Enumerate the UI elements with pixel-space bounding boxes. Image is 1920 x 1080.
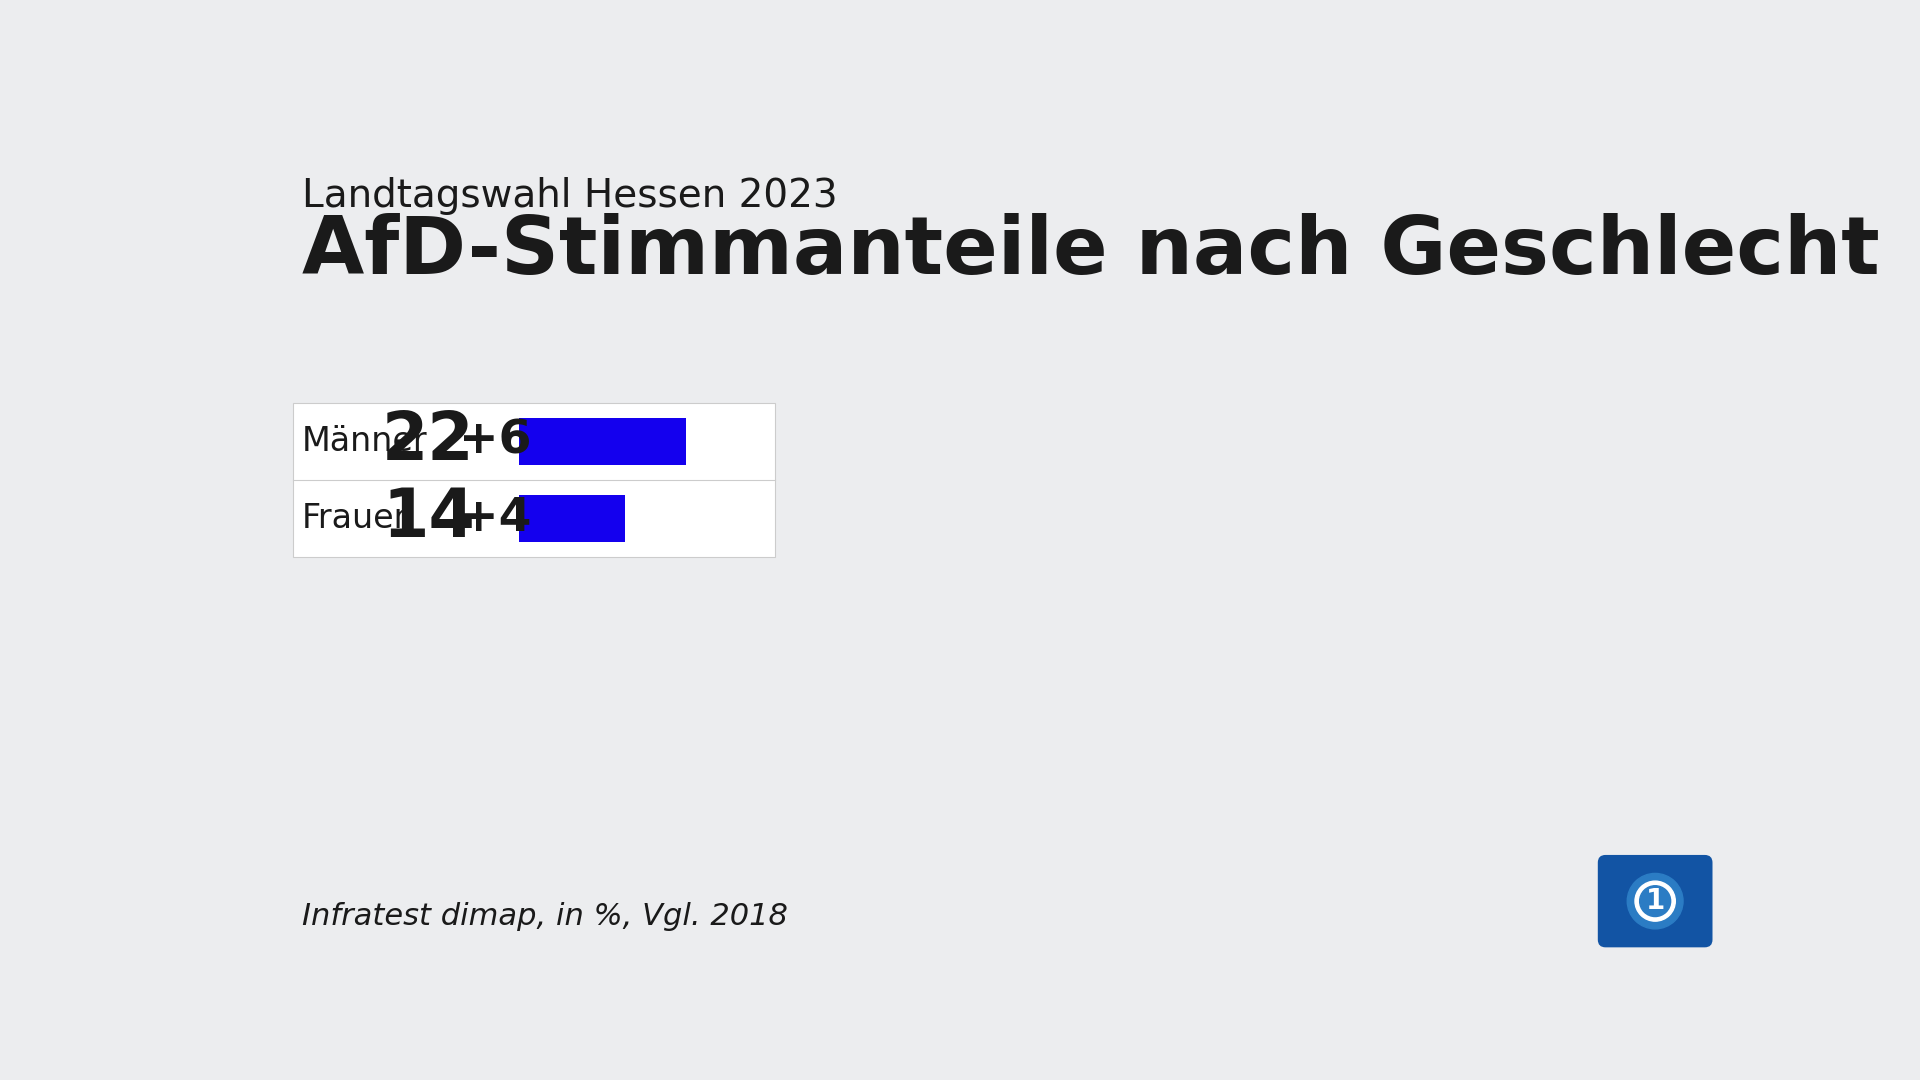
Text: Infratest dimap, in %, Vgl. 2018: Infratest dimap, in %, Vgl. 2018	[301, 902, 787, 931]
Circle shape	[1636, 881, 1676, 921]
FancyBboxPatch shape	[518, 418, 685, 465]
FancyBboxPatch shape	[292, 403, 776, 557]
Text: +6: +6	[459, 419, 532, 464]
Circle shape	[1628, 874, 1684, 929]
Circle shape	[1640, 886, 1670, 917]
Text: Männer: Männer	[301, 424, 428, 458]
FancyBboxPatch shape	[1597, 855, 1713, 947]
Text: 14: 14	[382, 485, 474, 552]
Text: Landtagswahl Hessen 2023: Landtagswahl Hessen 2023	[301, 177, 837, 215]
Text: AfD-Stimmanteile nach Geschlecht: AfD-Stimmanteile nach Geschlecht	[301, 213, 1880, 291]
Text: 1: 1	[1645, 887, 1665, 915]
Text: Frauen: Frauen	[301, 502, 417, 535]
Text: +4: +4	[459, 496, 532, 541]
FancyBboxPatch shape	[518, 495, 626, 542]
Text: 22: 22	[382, 408, 474, 474]
